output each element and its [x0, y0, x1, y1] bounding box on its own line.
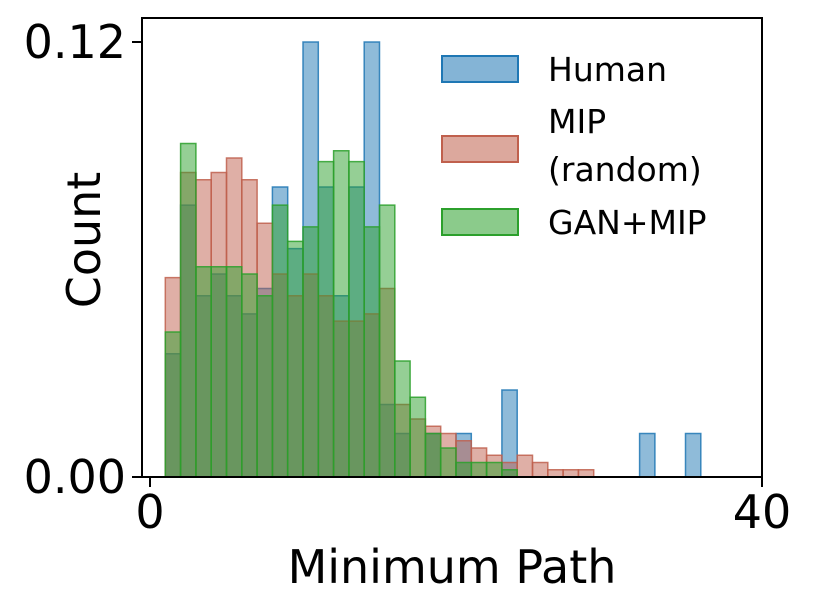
- x-axis: 0 40 Minimum Path: [135, 477, 791, 594]
- y-tick-label-bottom: 0.00: [24, 450, 126, 504]
- bar-gan-mip-7: [271, 204, 289, 478]
- bar-gan-mip-16: [409, 396, 427, 478]
- bar-gan-mip-17: [424, 432, 442, 478]
- bar-gan-mip-5: [241, 273, 258, 478]
- legend-label-gan-mip: GAN+MIP: [548, 203, 707, 242]
- bar-gan-mip-12: [348, 160, 365, 478]
- legend-swatch-mip-random: [441, 135, 519, 163]
- bar-mip-random-26: [562, 469, 580, 478]
- bar-human-31: [638, 432, 656, 478]
- bar-gan-mip-20: [470, 461, 488, 478]
- x-tick-label-40: 40: [733, 485, 792, 539]
- bar-gan-mip-19: [455, 461, 473, 478]
- bar-gan-mip-6: [256, 295, 274, 478]
- bar-mip-random-24: [531, 461, 549, 478]
- bar-gan-mip-22: [501, 469, 518, 478]
- bar-gan-mip-21: [485, 461, 503, 478]
- y-axis-label: Count: [57, 172, 111, 309]
- bar-gan-mip-0: [164, 331, 182, 478]
- legend-label-mip-line2: (random): [548, 150, 702, 189]
- bar-gan-mip-3: [210, 266, 228, 478]
- bars-layer: [164, 41, 702, 478]
- bar-gan-mip-10: [317, 160, 335, 478]
- bar-mip-random-23: [516, 454, 534, 478]
- legend-swatch-human: [441, 55, 519, 83]
- legend: Human MIP (random) GAN+MIP: [441, 50, 707, 242]
- bar-mip-random-25: [547, 469, 564, 478]
- y-axis: 0.12 0.00 Count: [24, 15, 142, 504]
- x-tick-label-0: 0: [135, 485, 164, 539]
- legend-label-mip-random: MIP (random): [548, 102, 702, 189]
- bar-gan-mip-14: [378, 204, 396, 478]
- series-gan-mip: [164, 142, 518, 478]
- legend-label-human: Human: [548, 50, 667, 89]
- bar-gan-mip-1: [179, 142, 197, 478]
- bar-gan-mip-18: [439, 447, 457, 478]
- bar-gan-mip-13: [363, 226, 381, 478]
- legend-swatch-gan-mip: [441, 208, 519, 236]
- bar-gan-mip-8: [286, 240, 304, 478]
- axes-frame: [141, 17, 763, 478]
- legend-label-mip-line1: MIP: [548, 102, 606, 141]
- bar-human-34: [684, 432, 702, 478]
- bar-gan-mip-4: [225, 266, 243, 478]
- y-tick-label-top: 0.12: [24, 15, 126, 69]
- bar-gan-mip-2: [195, 266, 212, 478]
- bar-gan-mip-9: [302, 226, 320, 478]
- bar-mip-random-27: [577, 469, 595, 478]
- bar-gan-mip-11: [332, 150, 350, 478]
- x-axis-label: Minimum Path: [288, 540, 617, 594]
- bar-gan-mip-15: [394, 360, 411, 478]
